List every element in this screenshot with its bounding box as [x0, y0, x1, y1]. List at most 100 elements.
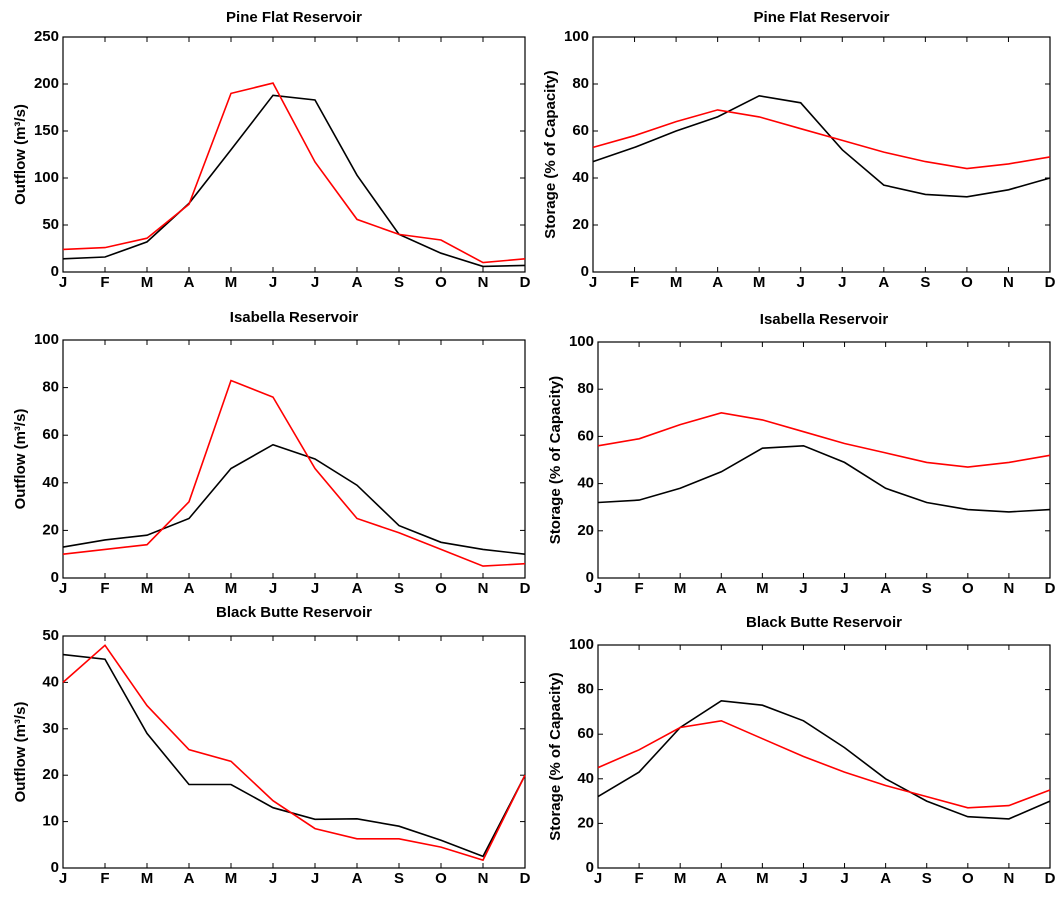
- x-tick-label: O: [435, 580, 447, 597]
- x-tick-label: A: [184, 580, 195, 597]
- x-tick-label: F: [635, 580, 644, 597]
- chart-title: Pine Flat Reservoir: [226, 9, 362, 26]
- y-axis-label: Outflow (m³/s): [12, 409, 29, 510]
- x-tick-label: A: [184, 274, 195, 291]
- x-tick-label: J: [840, 580, 848, 597]
- y-axis-label: Outflow (m³/s): [12, 702, 29, 803]
- y-tick-label: 100: [564, 28, 589, 45]
- x-tick-label: A: [878, 274, 889, 291]
- plot-frame: [597, 644, 1051, 869]
- x-tick-label: A: [352, 870, 363, 887]
- series-line: [597, 444, 1051, 513]
- x-tick-label: S: [394, 870, 404, 887]
- y-tick-label: 100: [569, 636, 594, 653]
- x-tick-label: D: [520, 274, 531, 291]
- x-tick-label: M: [674, 580, 687, 597]
- x-tick-label: J: [311, 870, 319, 887]
- x-tick-label: M: [753, 274, 766, 291]
- x-tick-label: M: [670, 274, 683, 291]
- x-tick-label: F: [100, 870, 109, 887]
- y-tick-label: 20: [42, 766, 59, 783]
- plot-frame: [62, 635, 526, 869]
- x-tick-label: M: [756, 870, 769, 887]
- x-tick-label: D: [1045, 274, 1056, 291]
- y-tick-label: 60: [572, 122, 589, 139]
- series-line: [62, 94, 526, 268]
- y-tick-label: 20: [577, 814, 594, 831]
- x-tick-label: F: [100, 580, 109, 597]
- x-tick-label: N: [478, 870, 489, 887]
- y-tick-label: 200: [34, 75, 59, 92]
- x-tick-label: D: [1045, 870, 1056, 887]
- x-tick-label: J: [59, 870, 67, 887]
- series-line: [62, 82, 526, 264]
- x-tick-label: D: [520, 870, 531, 887]
- x-tick-label: J: [799, 580, 807, 597]
- y-tick-label: 60: [577, 725, 594, 742]
- x-tick-label: J: [59, 274, 67, 291]
- x-tick-label: D: [520, 580, 531, 597]
- chart-title: Isabella Reservoir: [230, 309, 359, 326]
- y-tick-label: 100: [569, 333, 594, 350]
- y-tick-label: 0: [586, 569, 594, 586]
- x-tick-label: M: [141, 870, 154, 887]
- x-tick-label: S: [922, 580, 932, 597]
- x-tick-label: A: [712, 274, 723, 291]
- y-tick-label: 20: [42, 521, 59, 538]
- y-tick-label: 50: [42, 216, 59, 233]
- y-tick-label: 40: [572, 169, 589, 186]
- x-tick-label: N: [1003, 274, 1014, 291]
- y-tick-label: 20: [577, 522, 594, 539]
- x-tick-label: J: [594, 870, 602, 887]
- series-line: [62, 443, 526, 555]
- x-tick-label: J: [589, 274, 597, 291]
- x-tick-label: O: [961, 274, 973, 291]
- chart-title: Black Butte Reservoir: [746, 614, 902, 631]
- x-tick-label: J: [59, 580, 67, 597]
- x-tick-label: F: [635, 870, 644, 887]
- series-line: [592, 109, 1051, 170]
- x-tick-label: S: [920, 274, 930, 291]
- chart-title: Pine Flat Reservoir: [754, 9, 890, 26]
- series-line: [597, 719, 1051, 809]
- x-tick-label: A: [716, 580, 727, 597]
- y-tick-label: 60: [577, 427, 594, 444]
- y-tick-label: 0: [51, 569, 59, 586]
- x-tick-label: S: [922, 870, 932, 887]
- y-tick-label: 100: [34, 331, 59, 348]
- y-tick-label: 10: [42, 813, 59, 830]
- x-tick-label: J: [311, 580, 319, 597]
- y-tick-label: 60: [42, 426, 59, 443]
- series-line: [62, 653, 526, 858]
- x-tick-label: A: [352, 580, 363, 597]
- x-tick-label: M: [225, 274, 238, 291]
- y-axis-label: Storage (% of Capacity): [547, 376, 564, 544]
- chart-title: Isabella Reservoir: [760, 311, 889, 328]
- x-tick-label: M: [225, 580, 238, 597]
- y-tick-label: 100: [34, 169, 59, 186]
- x-tick-label: S: [394, 274, 404, 291]
- x-tick-label: J: [269, 580, 277, 597]
- y-tick-label: 80: [42, 379, 59, 396]
- y-axis-label: Storage (% of Capacity): [547, 672, 564, 840]
- x-tick-label: A: [880, 870, 891, 887]
- x-tick-label: M: [756, 580, 769, 597]
- x-tick-label: M: [141, 580, 154, 597]
- x-tick-label: J: [269, 274, 277, 291]
- x-tick-label: D: [1045, 580, 1056, 597]
- y-tick-label: 30: [42, 720, 59, 737]
- y-tick-label: 80: [577, 380, 594, 397]
- x-tick-label: O: [962, 580, 974, 597]
- chart-title: Black Butte Reservoir: [216, 604, 372, 621]
- x-tick-label: O: [435, 870, 447, 887]
- plot-frame: [62, 36, 526, 273]
- x-tick-label: M: [674, 870, 687, 887]
- x-tick-label: A: [352, 274, 363, 291]
- y-tick-label: 40: [577, 475, 594, 492]
- y-tick-label: 80: [577, 681, 594, 698]
- x-tick-label: F: [630, 274, 639, 291]
- y-tick-label: 20: [572, 216, 589, 233]
- x-tick-label: J: [594, 580, 602, 597]
- y-tick-label: 0: [51, 263, 59, 280]
